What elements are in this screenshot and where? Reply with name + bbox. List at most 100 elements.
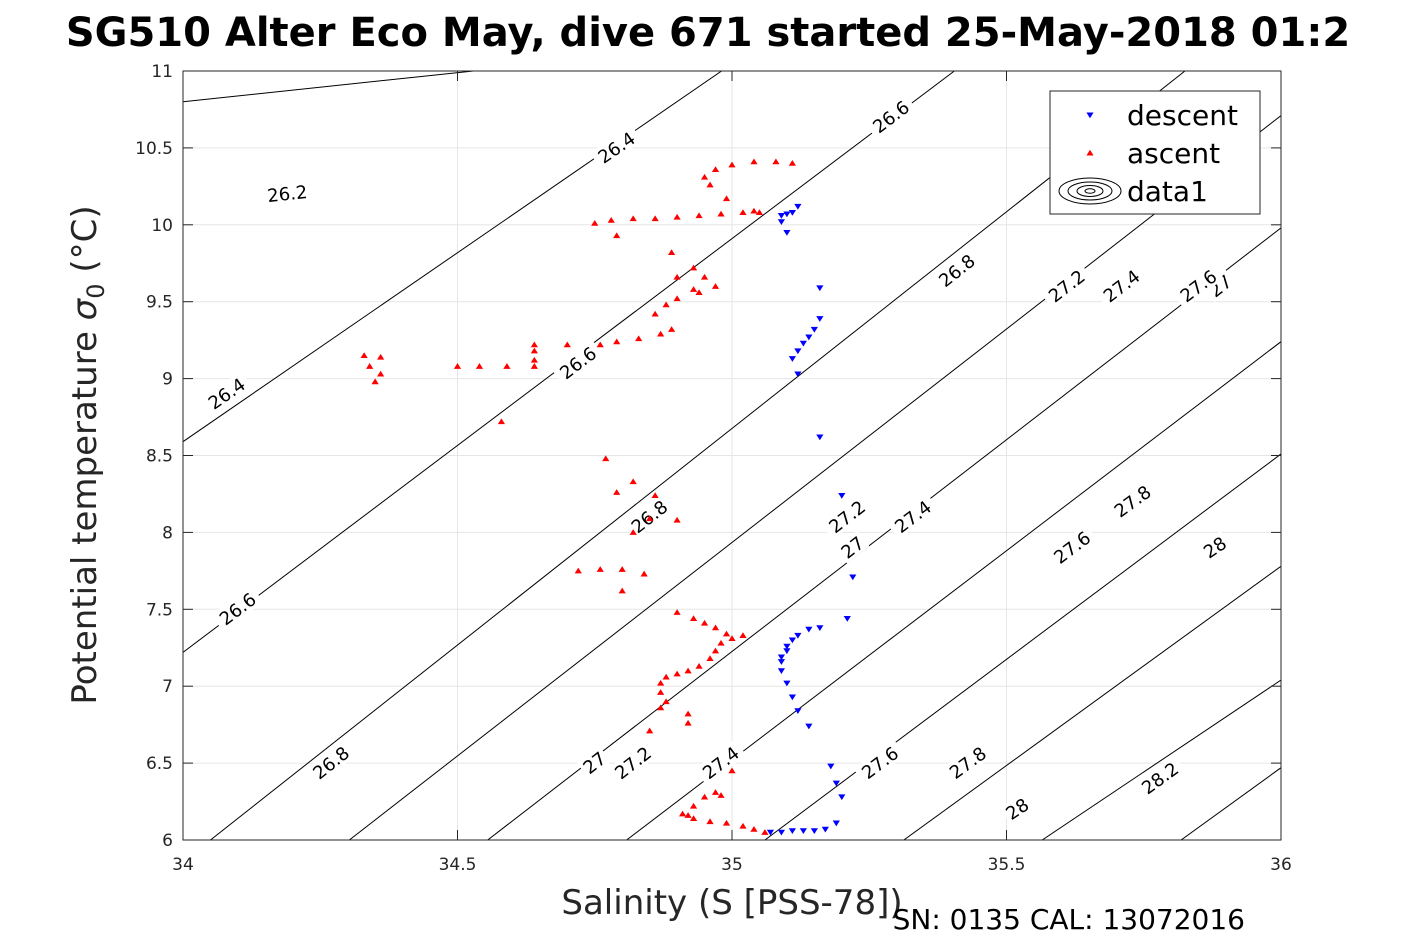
ascent-point	[711, 624, 720, 631]
contour-label-bg	[304, 738, 357, 786]
descent-point	[805, 626, 813, 633]
ascent-point	[563, 341, 571, 348]
descent-point	[838, 492, 846, 499]
ascent-point	[700, 173, 709, 180]
ascent-point	[596, 566, 604, 572]
y-tick-label: 10.5	[135, 139, 173, 159]
ascent-point	[629, 478, 637, 485]
contour-line	[1041, 679, 1281, 840]
descent-point	[843, 616, 851, 622]
ascent-point	[722, 819, 731, 826]
x-axis-ticks: 34 34.5 35 35.5 36	[172, 71, 1292, 875]
data-series	[360, 158, 857, 836]
ascent-point	[574, 567, 582, 574]
ascent-point	[750, 158, 758, 165]
ascent-point	[657, 330, 665, 337]
descent-point	[816, 285, 824, 292]
contour-line	[903, 565, 1281, 840]
contour-line	[487, 227, 1281, 840]
descent-point	[794, 348, 802, 355]
descent-point	[805, 334, 813, 341]
ascent-point	[717, 792, 725, 798]
ascent-point	[772, 158, 780, 165]
ascent-point	[711, 283, 720, 289]
ascent-point	[706, 655, 714, 662]
contour-label-bg	[551, 339, 604, 386]
contour-label-bg	[834, 530, 870, 564]
x-tick-label: 34.5	[439, 855, 477, 875]
ascent-point	[662, 301, 670, 308]
y-tick-label: 6.5	[146, 754, 173, 774]
ascent-point	[657, 689, 665, 695]
ascent-point	[651, 310, 659, 317]
descent-point	[783, 680, 791, 687]
descent-point	[821, 826, 829, 833]
contour-label-bg	[820, 493, 873, 540]
x-tick-label: 35	[721, 855, 743, 875]
ascent-point	[646, 727, 654, 734]
contour-label-bg	[1040, 262, 1093, 309]
legend-contour-ring	[1058, 177, 1122, 205]
contour-label: 26.2	[261, 180, 314, 207]
descent-point	[810, 828, 818, 835]
y-tick-label: 9.5	[146, 293, 173, 313]
contour-line	[764, 453, 1281, 840]
ascent-point	[711, 647, 720, 654]
serial-calibration-footer: SN: 0135 CAL: 13072016	[893, 903, 1245, 936]
descent-point	[777, 213, 786, 219]
ascent-point	[503, 363, 511, 369]
ascent-point	[657, 679, 665, 686]
ascent-point	[377, 353, 385, 360]
descent-point	[777, 668, 786, 675]
ascent-point	[722, 630, 731, 637]
ascent-point	[673, 273, 681, 280]
contour-label-bg	[1133, 754, 1186, 801]
descent-point	[794, 708, 802, 715]
ascent-point	[371, 378, 379, 385]
contour-label-bg	[261, 180, 314, 206]
ascent-point	[728, 635, 736, 642]
ascent-point	[651, 215, 659, 222]
contour-label-bg	[1202, 269, 1238, 303]
descent-point	[777, 219, 786, 225]
ascent-point	[673, 213, 681, 220]
ascent-point	[602, 455, 610, 462]
descent-point	[816, 625, 824, 631]
contour-label-bg	[999, 792, 1035, 825]
ascent-point	[695, 212, 703, 219]
contour-label-bg	[576, 745, 612, 779]
ascent-point	[530, 347, 538, 354]
descent-point	[816, 434, 824, 441]
contour-line	[183, 71, 474, 103]
ascent-point	[711, 166, 720, 172]
descent-point	[805, 723, 813, 730]
ascent-point	[613, 232, 621, 239]
ascent-point	[366, 363, 374, 369]
ascent-point	[673, 609, 681, 615]
legend-contour-ring	[1067, 181, 1113, 201]
descent-point	[783, 648, 791, 655]
ascent-point	[662, 698, 670, 705]
descent-point	[799, 828, 807, 835]
contour-line	[1180, 767, 1281, 840]
descent-point	[788, 637, 796, 644]
descent-point	[783, 229, 791, 236]
ascent-point	[377, 370, 385, 377]
ascent-point	[651, 492, 659, 499]
descent-point	[788, 356, 796, 362]
y-axis-ticks: 6 6.5 7 7.5 8 8.5 9 9.5 10 10.5 11	[135, 62, 1281, 851]
legend-box	[1049, 90, 1261, 215]
y-tick-label: 8.5	[146, 447, 173, 467]
ascent-point	[695, 662, 703, 669]
ascent-point	[700, 619, 709, 626]
contour-label-bg	[211, 585, 264, 632]
ascent-point	[530, 363, 538, 369]
ascent-point	[613, 338, 621, 345]
ascent-point	[717, 639, 725, 646]
descent-point	[788, 694, 796, 701]
ascent-point	[591, 220, 599, 226]
descent-point	[816, 316, 824, 322]
ascent-point	[668, 326, 676, 332]
ascent-point	[646, 515, 654, 522]
legend: descent ascent data1	[1049, 90, 1261, 215]
